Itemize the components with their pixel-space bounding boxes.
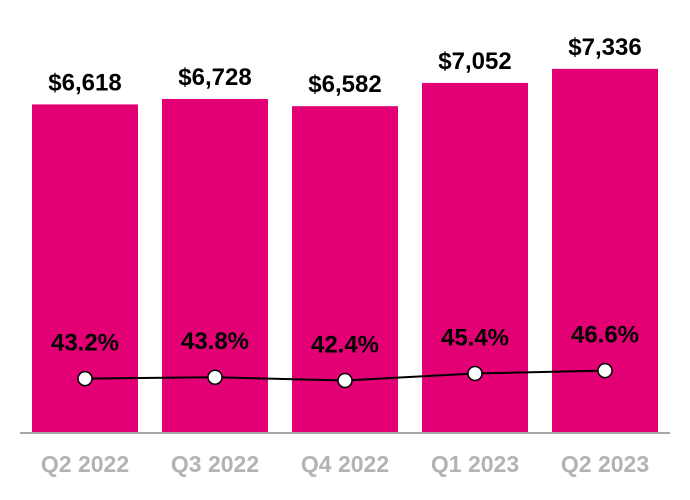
line-marker [207, 369, 223, 385]
bar-value-label: $6,728 [178, 64, 251, 91]
x-tick-label: Q1 2023 [431, 451, 519, 477]
line-value-label: 42.4% [311, 332, 379, 359]
x-tick-label: Q4 2022 [301, 451, 389, 477]
x-tick-label: Q2 2022 [41, 451, 129, 477]
bar-value-label: $7,336 [568, 34, 641, 61]
line-marker [597, 362, 613, 379]
x-tick-label: Q2 2023 [561, 451, 649, 477]
bar-value-label: $7,052 [438, 48, 511, 75]
line-value-label: 46.6% [571, 322, 639, 349]
line-value-label: 43.8% [181, 328, 249, 355]
x-tick-label: Q3 2022 [171, 451, 259, 477]
line-marker [467, 365, 483, 382]
line-value-label: 43.2% [51, 330, 119, 357]
bar-value-label: $6,582 [308, 71, 381, 98]
bar-value-label: $6,618 [48, 69, 121, 96]
line-value-label: 45.4% [441, 324, 509, 351]
line-marker [337, 372, 353, 389]
line-marker [77, 370, 93, 387]
